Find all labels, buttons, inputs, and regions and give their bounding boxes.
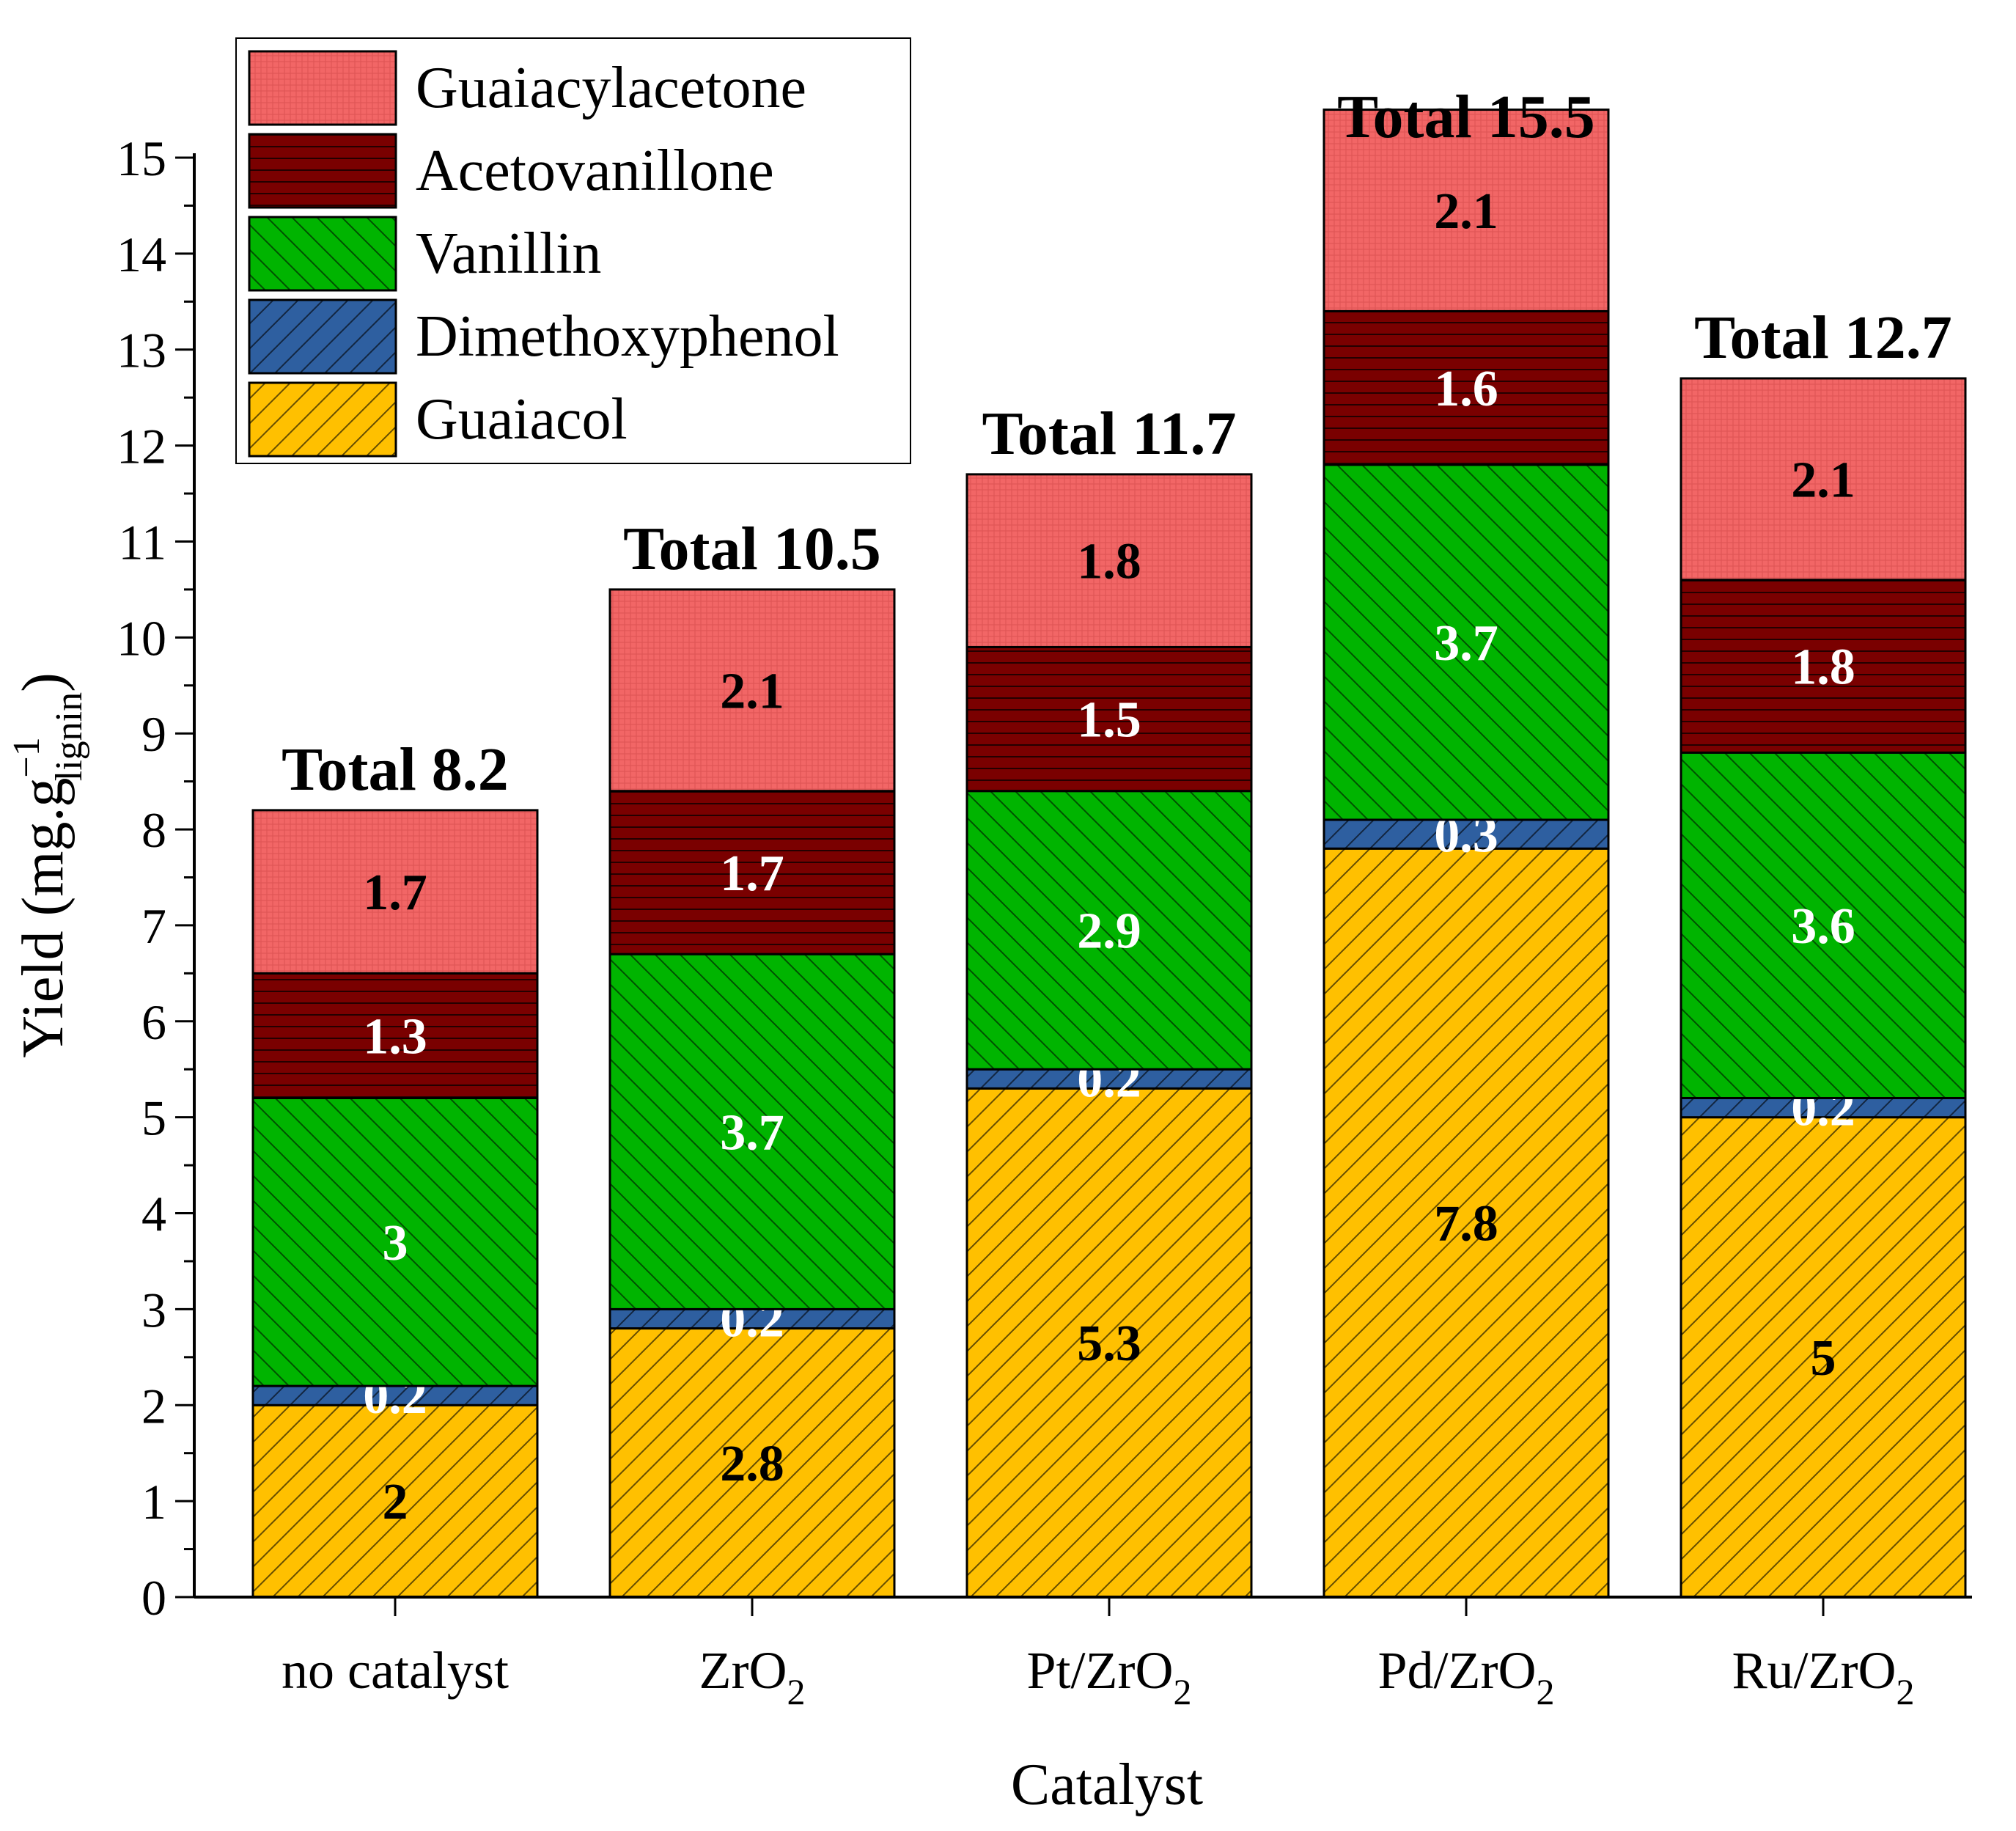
data-label-acetovanillone-1: 1.7 xyxy=(720,845,784,902)
data-label-acetovanillone-2: 1.5 xyxy=(1077,692,1141,749)
x-tick-label-0: no catalyst xyxy=(282,1641,509,1700)
legend-label-guaiacylacetone: Guaiacylacetone xyxy=(416,56,806,120)
y-tick-label-0: 0 xyxy=(141,1570,166,1626)
data-label-guaiacylacetone-0: 1.7 xyxy=(363,865,427,921)
total-label-3: Total 15.5 xyxy=(1337,83,1595,151)
legend-label-dimethoxyphenol: Dimethoxyphenol xyxy=(416,304,839,369)
total-label-2: Total 11.7 xyxy=(982,400,1237,468)
bar-acetovanillone-1-hatch xyxy=(608,790,896,955)
y-axis-title: Yield (mg.g−1lignin) xyxy=(6,672,90,1058)
data-label-vanillin-4: 3.6 xyxy=(1791,898,1855,955)
data-label-vanillin-1: 3.7 xyxy=(720,1104,784,1161)
bar-acetovanillone-3-hatch xyxy=(1322,309,1610,466)
x-tick-label-3: Pd/ZrO2 xyxy=(1378,1641,1555,1712)
bar-acetovanillone-4-hatch xyxy=(1680,579,1967,754)
y-tick-label-12: 12 xyxy=(117,419,166,474)
y-tick-label-5: 5 xyxy=(141,1090,166,1146)
x-tick-label-2: Pt/ZrO2 xyxy=(1026,1641,1191,1712)
y-tick-label-13: 13 xyxy=(117,323,166,378)
x-axis-title: Catalyst xyxy=(1011,1753,1203,1817)
data-label-guaiacylacetone-4: 2.1 xyxy=(1791,452,1855,508)
legend-label-acetovanillone: Acetovanillone xyxy=(416,139,774,203)
data-label-guaiacol-0: 2 xyxy=(383,1474,408,1530)
data-label-acetovanillone-0: 1.3 xyxy=(363,1008,427,1065)
legend-swatch-guaiacylacetone-hatch xyxy=(248,50,397,126)
bar-guaiacylacetone-3-hatch xyxy=(1322,109,1610,312)
data-label-guaiacol-4: 5 xyxy=(1811,1330,1836,1387)
y-tick-label-11: 11 xyxy=(119,514,166,570)
x-tick-label-4: Ru/ZrO2 xyxy=(1732,1641,1915,1712)
data-label-vanillin-2: 2.9 xyxy=(1077,903,1141,959)
bar-vanillin-4-hatch xyxy=(1680,751,1967,1099)
y-tick-label-1: 1 xyxy=(141,1474,166,1530)
axes: no catalyst ZrO2 Pt/ZrO2 Pd/ZrO2 Ru/ZrO20123… xyxy=(6,131,1972,1817)
data-label-guaiacol-2: 5.3 xyxy=(1077,1316,1141,1372)
y-tick-label-3: 3 xyxy=(141,1282,166,1338)
data-label-guaiacol-1: 2.8 xyxy=(720,1436,784,1492)
y-tick-label-2: 2 xyxy=(141,1378,166,1434)
legend-label-vanillin: Vanillin xyxy=(416,221,601,286)
legend-swatch-vanillin-hatch xyxy=(248,216,397,292)
bar-vanillin-0-hatch xyxy=(251,1096,539,1387)
bar-guaiacylacetone-1-hatch xyxy=(608,588,896,793)
y-tick-label-10: 10 xyxy=(117,610,166,666)
data-label-acetovanillone-4: 1.8 xyxy=(1791,639,1855,696)
bar-dimethoxyphenol-0-hatch xyxy=(251,1384,539,1406)
data-label-guaiacol-3: 7.8 xyxy=(1434,1196,1498,1252)
total-label-4: Total 12.7 xyxy=(1694,304,1952,372)
data-label-vanillin-0: 3 xyxy=(383,1215,408,1272)
y-tick-label-8: 8 xyxy=(141,802,166,858)
bar-guaiacol-1-hatch xyxy=(608,1327,896,1599)
bar-dimethoxyphenol-3-hatch xyxy=(1322,818,1610,850)
legend-swatch-dimethoxyphenol-hatch xyxy=(248,298,397,375)
bar-guaiacol-0-hatch xyxy=(251,1403,539,1599)
legend: Guaiacylacetone Acetovanillone Vanillin Dim… xyxy=(235,37,911,464)
bar-vanillin-3-hatch xyxy=(1322,463,1610,821)
bar-vanillin-1-hatch xyxy=(608,953,896,1310)
bar-dimethoxyphenol-1-hatch xyxy=(608,1307,896,1330)
total-label-1: Total 10.5 xyxy=(623,515,881,583)
y-tick-label-6: 6 xyxy=(141,994,166,1050)
legend-swatch-acetovanillone-hatch xyxy=(248,133,397,209)
legend-swatch-guaiacol-hatch xyxy=(248,381,397,458)
data-label-guaiacylacetone-1: 2.1 xyxy=(720,663,784,719)
data-label-vanillin-3: 3.7 xyxy=(1434,615,1498,672)
y-tick-label-4: 4 xyxy=(141,1186,166,1242)
y-tick-label-14: 14 xyxy=(117,227,166,282)
data-label-guaiacylacetone-3: 2.1 xyxy=(1434,183,1498,240)
bar-guaiacylacetone-4-hatch xyxy=(1680,377,1967,581)
y-tick-label-15: 15 xyxy=(117,131,166,186)
y-tick-label-9: 9 xyxy=(141,706,166,762)
bar-guaiacylacetone-0-hatch xyxy=(251,809,539,975)
data-label-guaiacylacetone-2: 1.8 xyxy=(1077,534,1141,590)
bar-guaiacol-2-hatch xyxy=(965,1087,1253,1599)
bar-guaiacylacetone-2-hatch xyxy=(965,473,1253,648)
data-label-acetovanillone-3: 1.6 xyxy=(1434,361,1498,417)
x-tick-label-1: ZrO2 xyxy=(699,1641,806,1712)
y-tick-label-7: 7 xyxy=(141,898,166,954)
total-label-0: Total 8.2 xyxy=(282,735,509,804)
bar-vanillin-2-hatch xyxy=(965,790,1253,1071)
legend-label-guaiacol: Guaiacol xyxy=(416,387,628,452)
bar-dimethoxyphenol-2-hatch xyxy=(965,1068,1253,1090)
